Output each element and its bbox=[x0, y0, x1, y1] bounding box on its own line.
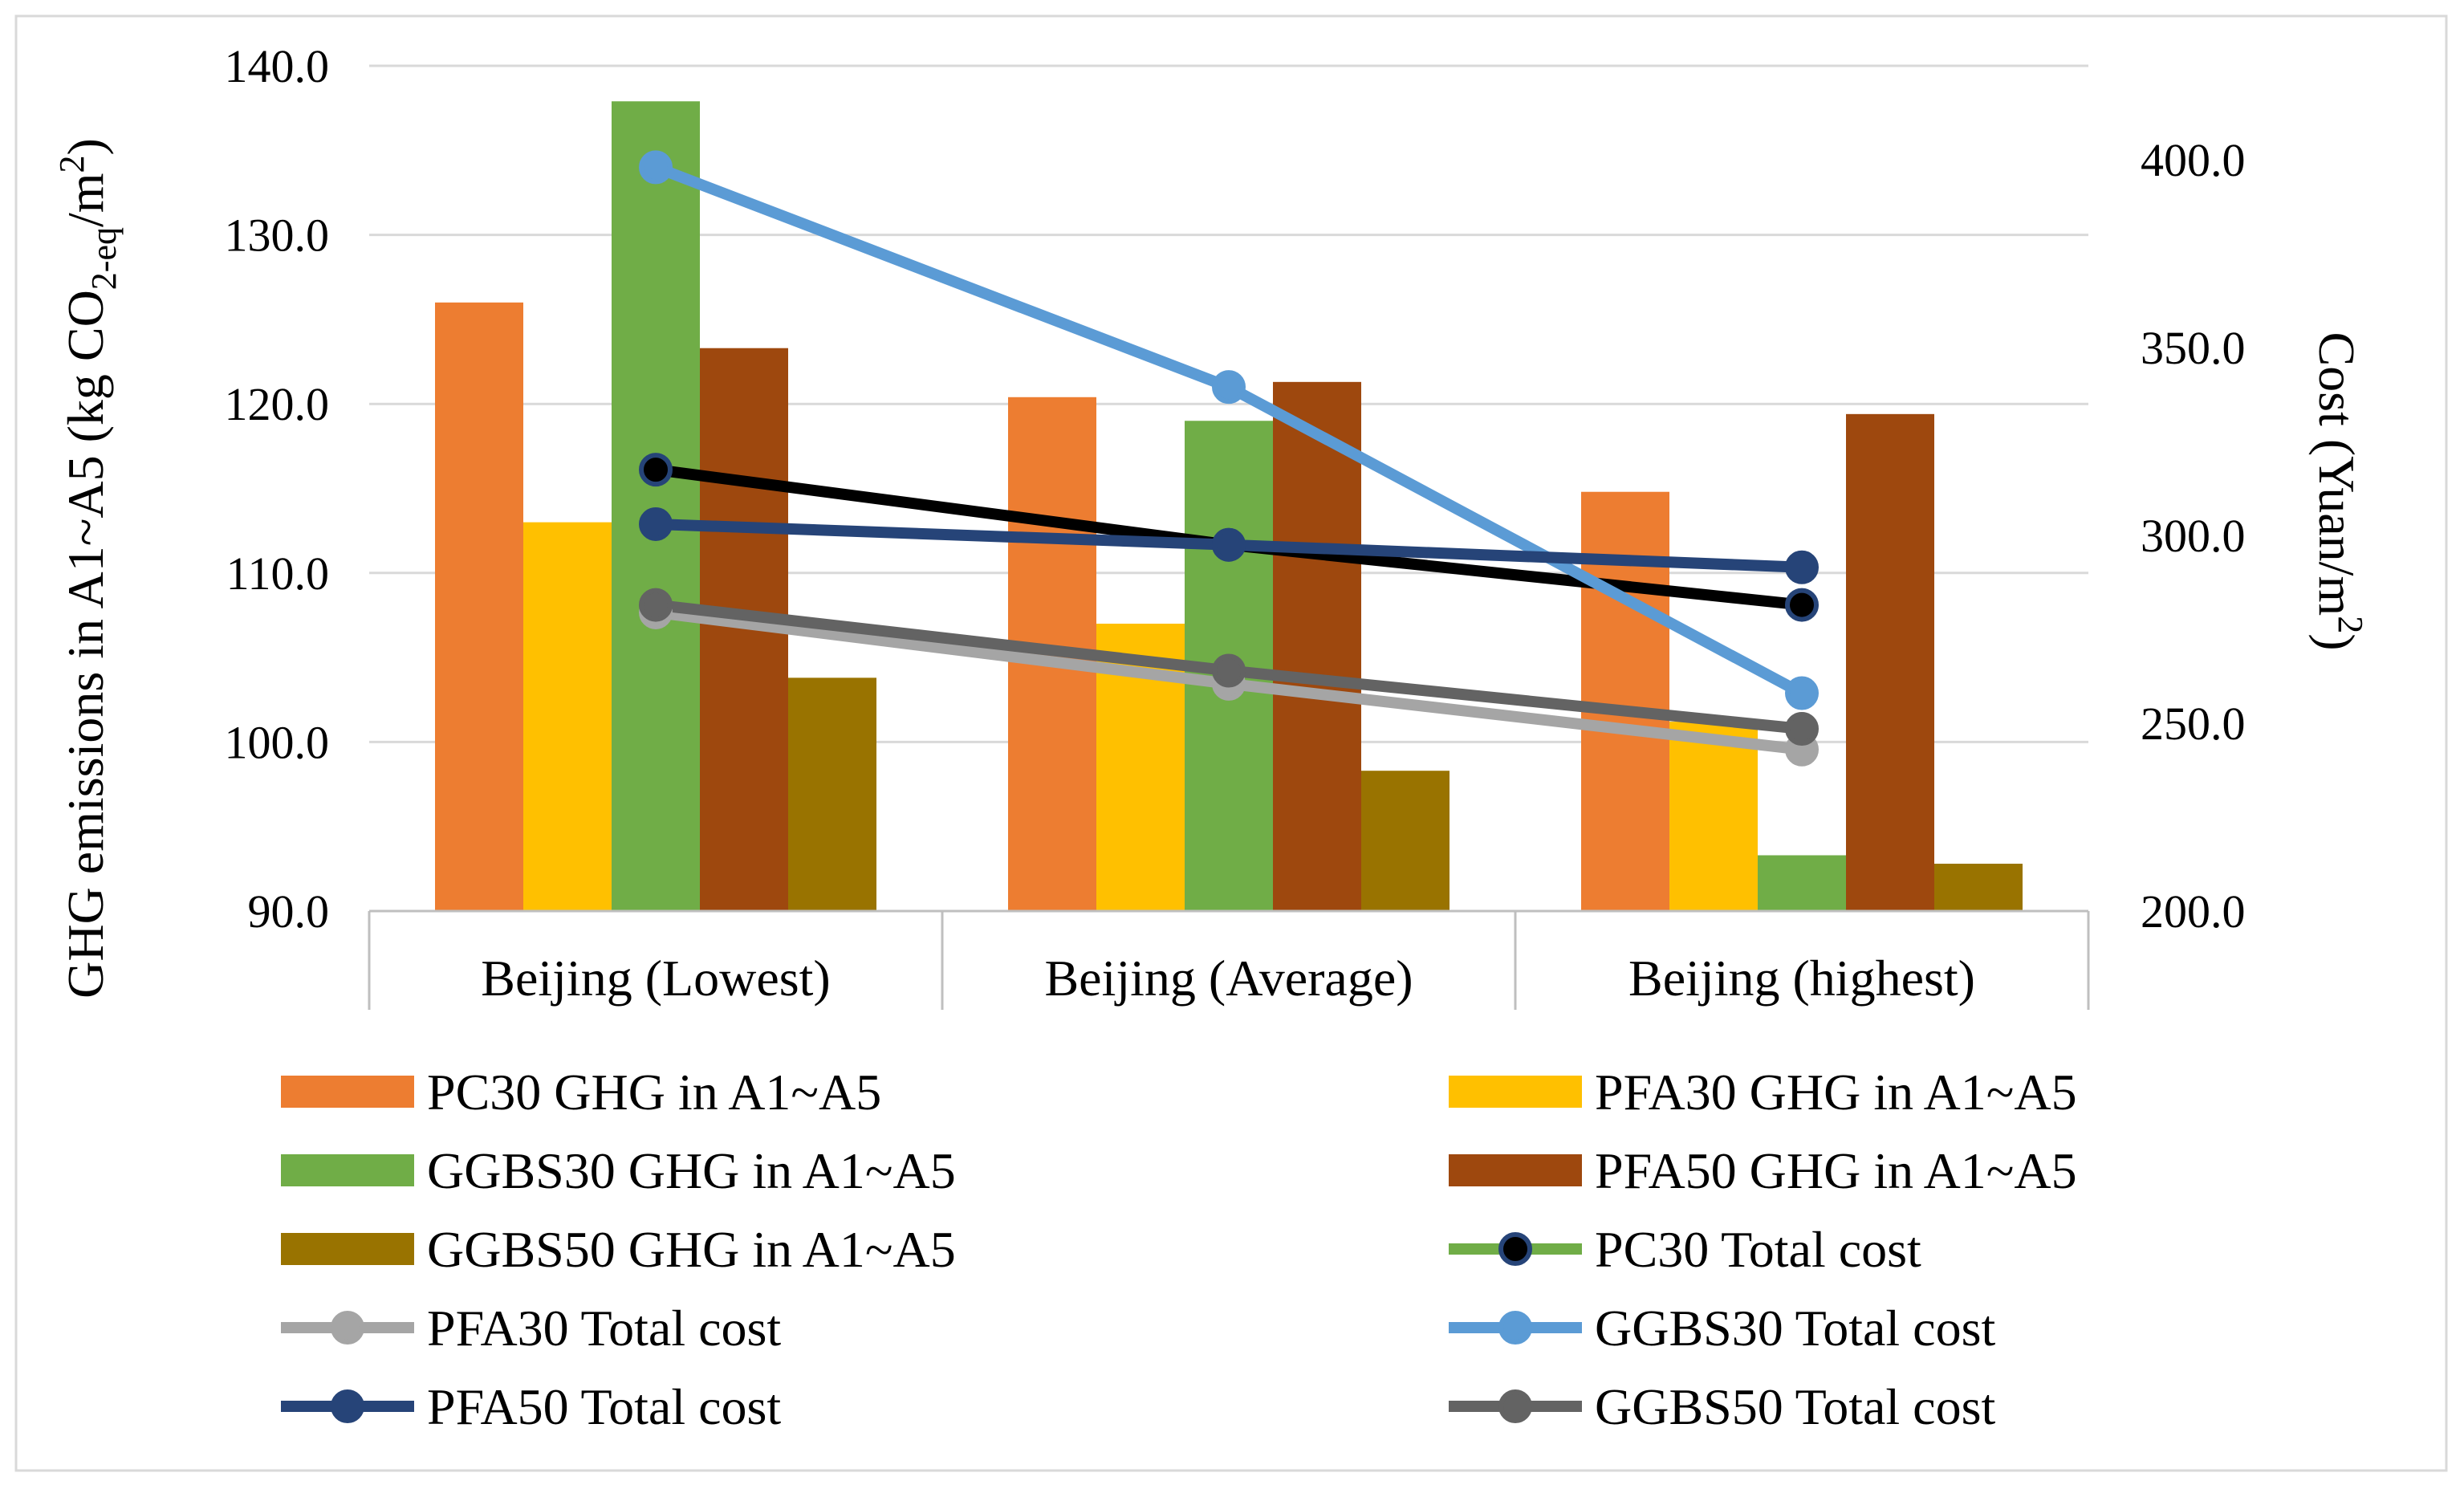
line-marker bbox=[1212, 370, 1246, 405]
bar bbox=[1361, 771, 1450, 911]
bar bbox=[1934, 864, 2023, 911]
line-marker bbox=[1785, 676, 1819, 710]
axes bbox=[368, 909, 2090, 1010]
legend-marker bbox=[331, 1311, 364, 1345]
left-tick-label: 120.0 bbox=[225, 378, 330, 430]
line-marker bbox=[639, 588, 673, 622]
category-label: Beijing (Lowest) bbox=[481, 950, 830, 1007]
left-axis-title: GHG emissions in A1~A5 (kg CO2-eq/m2) bbox=[52, 138, 124, 999]
category-labels: Beijing (Lowest) Beijing (Average) Beijing… bbox=[481, 950, 1975, 1007]
right-tick-label: 200.0 bbox=[2141, 885, 2246, 938]
right-tick-label: 400.0 bbox=[2141, 134, 2246, 186]
left-tick-label: 140.0 bbox=[225, 40, 330, 92]
legend-label: PFA50 Total cost bbox=[427, 1378, 781, 1435]
bar bbox=[612, 101, 700, 911]
left-axis-ticks: 90.0 100.0 110.0 120.0 130.0 140.0 bbox=[225, 40, 330, 938]
legend-label: PC30 GHG in A1~A5 bbox=[427, 1064, 881, 1121]
left-tick-label: 100.0 bbox=[225, 716, 330, 768]
bar bbox=[435, 302, 523, 912]
category-label: Beijing (highest) bbox=[1628, 950, 1975, 1007]
legend-label: PFA30 Total cost bbox=[427, 1300, 781, 1357]
legend-label: GGBS50 GHG in A1~A5 bbox=[427, 1221, 956, 1278]
left-tick-label: 90.0 bbox=[248, 885, 330, 938]
line-marker bbox=[639, 150, 673, 185]
legend-item: GGBS50 GHG in A1~A5 bbox=[281, 1221, 956, 1278]
legend-item: PFA30 GHG in A1~A5 bbox=[1449, 1064, 2077, 1121]
legend-label: GGBS30 GHG in A1~A5 bbox=[427, 1142, 956, 1199]
right-tick-label: 300.0 bbox=[2141, 510, 2246, 562]
right-tick-label: 250.0 bbox=[2141, 698, 2246, 750]
legend-item: GGBS50 Total cost bbox=[1449, 1378, 1995, 1435]
legend-swatch bbox=[1449, 1154, 1582, 1186]
right-tick-label: 350.0 bbox=[2141, 322, 2246, 374]
legend-label: PC30 Total cost bbox=[1595, 1221, 1921, 1278]
legend-item: GGBS30 Total cost bbox=[1449, 1300, 1995, 1357]
bar bbox=[1846, 413, 1934, 911]
legend-label: GGBS30 Total cost bbox=[1595, 1300, 1995, 1357]
legend-swatch bbox=[281, 1154, 414, 1186]
left-tick-label: 110.0 bbox=[226, 547, 329, 600]
bar bbox=[1758, 855, 1846, 911]
line-marker bbox=[1785, 550, 1819, 584]
line-marker bbox=[1785, 588, 1819, 622]
left-tick-label: 130.0 bbox=[225, 210, 330, 262]
bar bbox=[1273, 381, 1361, 911]
legend-marker bbox=[1498, 1232, 1532, 1266]
legend-label: GGBS50 Total cost bbox=[1595, 1378, 1995, 1435]
legend-swatch bbox=[281, 1233, 414, 1265]
legend-label: PFA50 GHG in A1~A5 bbox=[1595, 1142, 2077, 1199]
right-axis-title: Cost (Yuan/m2) bbox=[2308, 332, 2370, 650]
line-marker bbox=[639, 453, 673, 487]
legend-item: PFA30 Total cost bbox=[281, 1300, 781, 1357]
legend-marker bbox=[1498, 1311, 1532, 1345]
legend-marker bbox=[1498, 1389, 1532, 1423]
legend-marker bbox=[331, 1389, 364, 1423]
legend-label: PFA30 GHG in A1~A5 bbox=[1595, 1064, 2077, 1121]
right-axis-ticks: 200.0 250.0 300.0 350.0 400.0 bbox=[2141, 134, 2246, 938]
legend-item: PFA50 GHG in A1~A5 bbox=[1449, 1142, 2077, 1199]
legend: PC30 GHG in A1~A5 PFA30 GHG in A1~A5 GGBS3… bbox=[281, 1064, 2077, 1435]
legend-item: GGBS30 GHG in A1~A5 bbox=[281, 1142, 956, 1199]
line-marker bbox=[1785, 712, 1819, 747]
line-marker bbox=[1212, 653, 1246, 688]
legend-swatch bbox=[1449, 1076, 1582, 1108]
bar bbox=[788, 677, 876, 911]
legend-item: PC30 GHG in A1~A5 bbox=[281, 1064, 881, 1121]
line-marker bbox=[1212, 527, 1246, 562]
bar bbox=[1669, 722, 1758, 911]
legend-item: PC30 Total cost bbox=[1449, 1221, 1921, 1278]
bar bbox=[523, 522, 612, 911]
line-marker bbox=[639, 507, 673, 541]
category-label: Beijing (Average) bbox=[1044, 950, 1413, 1007]
legend-swatch bbox=[281, 1076, 414, 1108]
line-series-group bbox=[639, 150, 1819, 767]
legend-item: PFA50 Total cost bbox=[281, 1378, 781, 1435]
